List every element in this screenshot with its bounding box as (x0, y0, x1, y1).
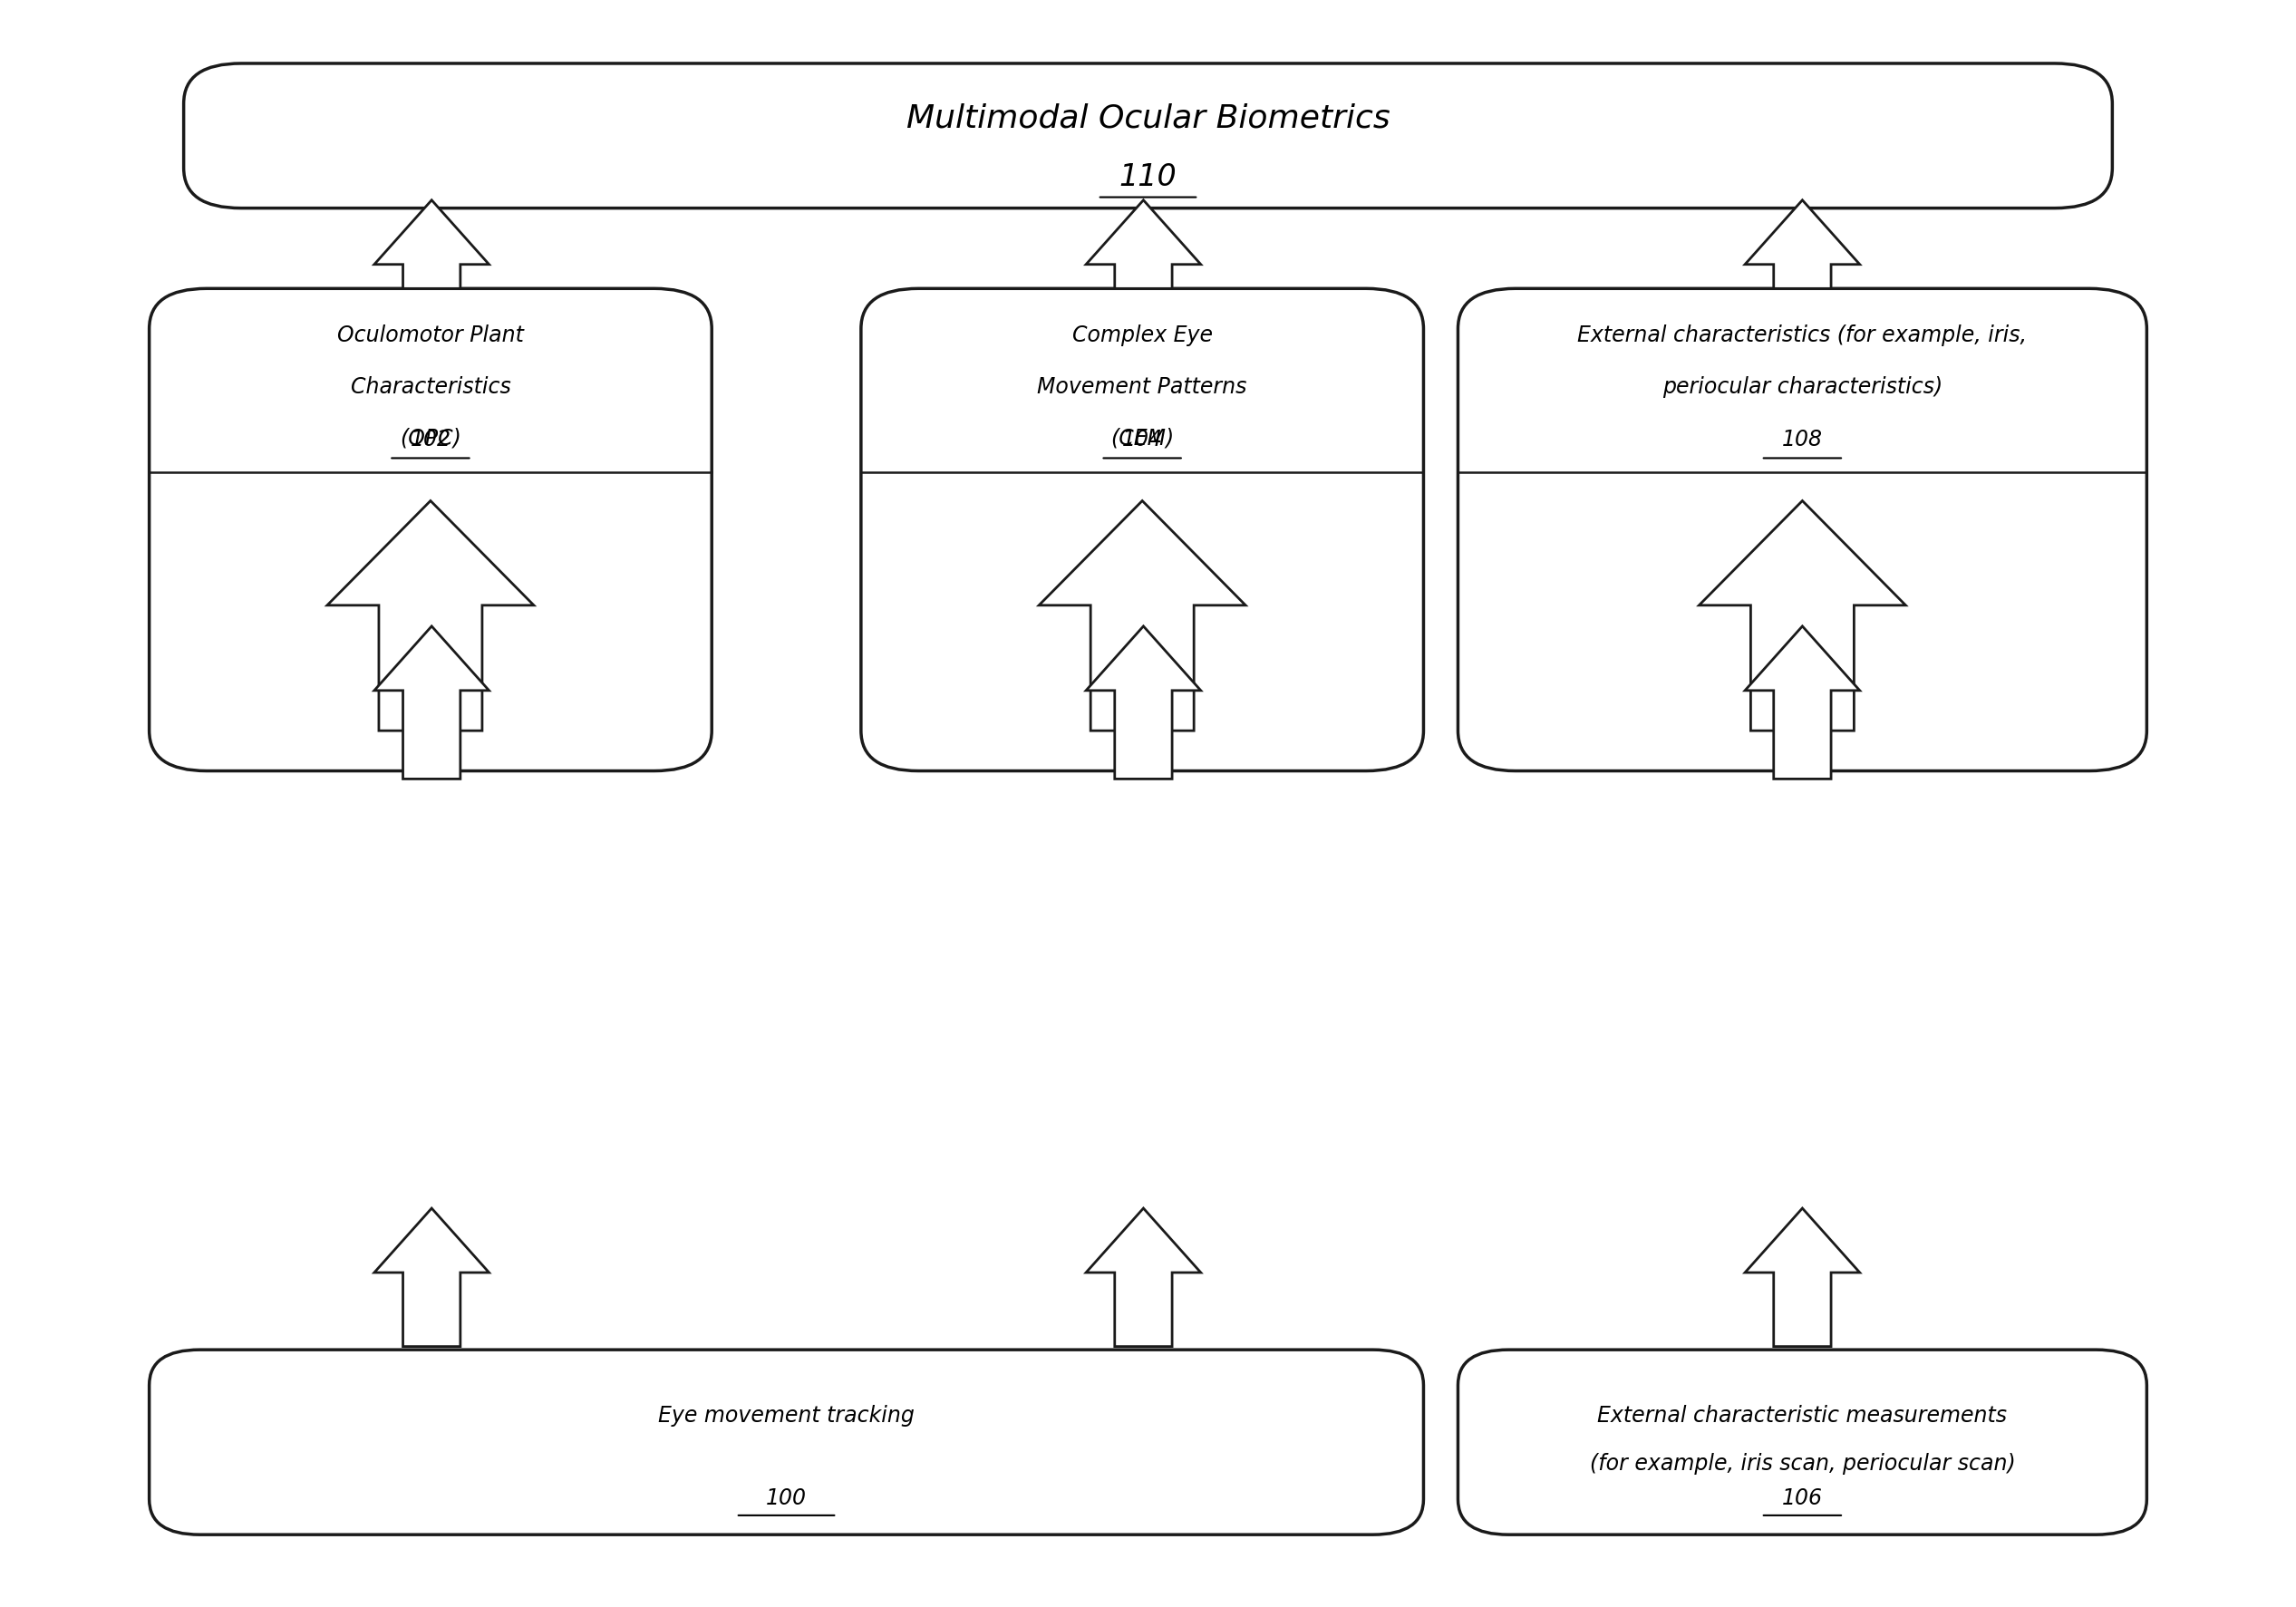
Polygon shape (1086, 1208, 1201, 1347)
Text: External characteristic measurements: External characteristic measurements (1598, 1403, 2007, 1425)
Text: (for example, iris scan, periocular scan): (for example, iris scan, periocular scan… (1589, 1451, 2016, 1474)
Polygon shape (1745, 1208, 1860, 1347)
FancyBboxPatch shape (861, 289, 1424, 771)
Text: 110: 110 (1118, 162, 1178, 193)
Text: Oculomotor Plant: Oculomotor Plant (338, 325, 523, 346)
Polygon shape (1699, 501, 1906, 731)
Polygon shape (1745, 201, 1860, 289)
Text: Movement Patterns: Movement Patterns (1038, 376, 1247, 397)
Text: periocular characteristics): periocular characteristics) (1662, 376, 1942, 397)
FancyBboxPatch shape (149, 289, 712, 771)
Text: 102: 102 (411, 429, 450, 450)
Text: External characteristics (for example, iris,: External characteristics (for example, i… (1577, 325, 2027, 346)
FancyBboxPatch shape (184, 64, 2112, 209)
Polygon shape (374, 1208, 489, 1347)
FancyBboxPatch shape (1458, 289, 2147, 771)
Polygon shape (1745, 627, 1860, 779)
Text: 104: 104 (1123, 429, 1162, 450)
Text: Multimodal Ocular Biometrics: Multimodal Ocular Biometrics (907, 103, 1389, 133)
Polygon shape (374, 201, 489, 289)
Text: Eye movement tracking: Eye movement tracking (659, 1403, 914, 1425)
FancyBboxPatch shape (149, 1350, 1424, 1535)
FancyBboxPatch shape (1458, 1350, 2147, 1535)
Polygon shape (374, 627, 489, 779)
Polygon shape (1038, 501, 1244, 731)
Text: (OPC): (OPC) (400, 427, 461, 448)
Text: Complex Eye: Complex Eye (1072, 325, 1212, 346)
Text: 108: 108 (1782, 429, 1823, 450)
Text: Characteristics: Characteristics (351, 376, 510, 397)
Text: 106: 106 (1782, 1486, 1823, 1509)
Polygon shape (328, 501, 533, 731)
Polygon shape (1086, 627, 1201, 779)
Polygon shape (1086, 201, 1201, 289)
Text: (CEM): (CEM) (1111, 427, 1173, 448)
Text: 100: 100 (767, 1486, 806, 1509)
